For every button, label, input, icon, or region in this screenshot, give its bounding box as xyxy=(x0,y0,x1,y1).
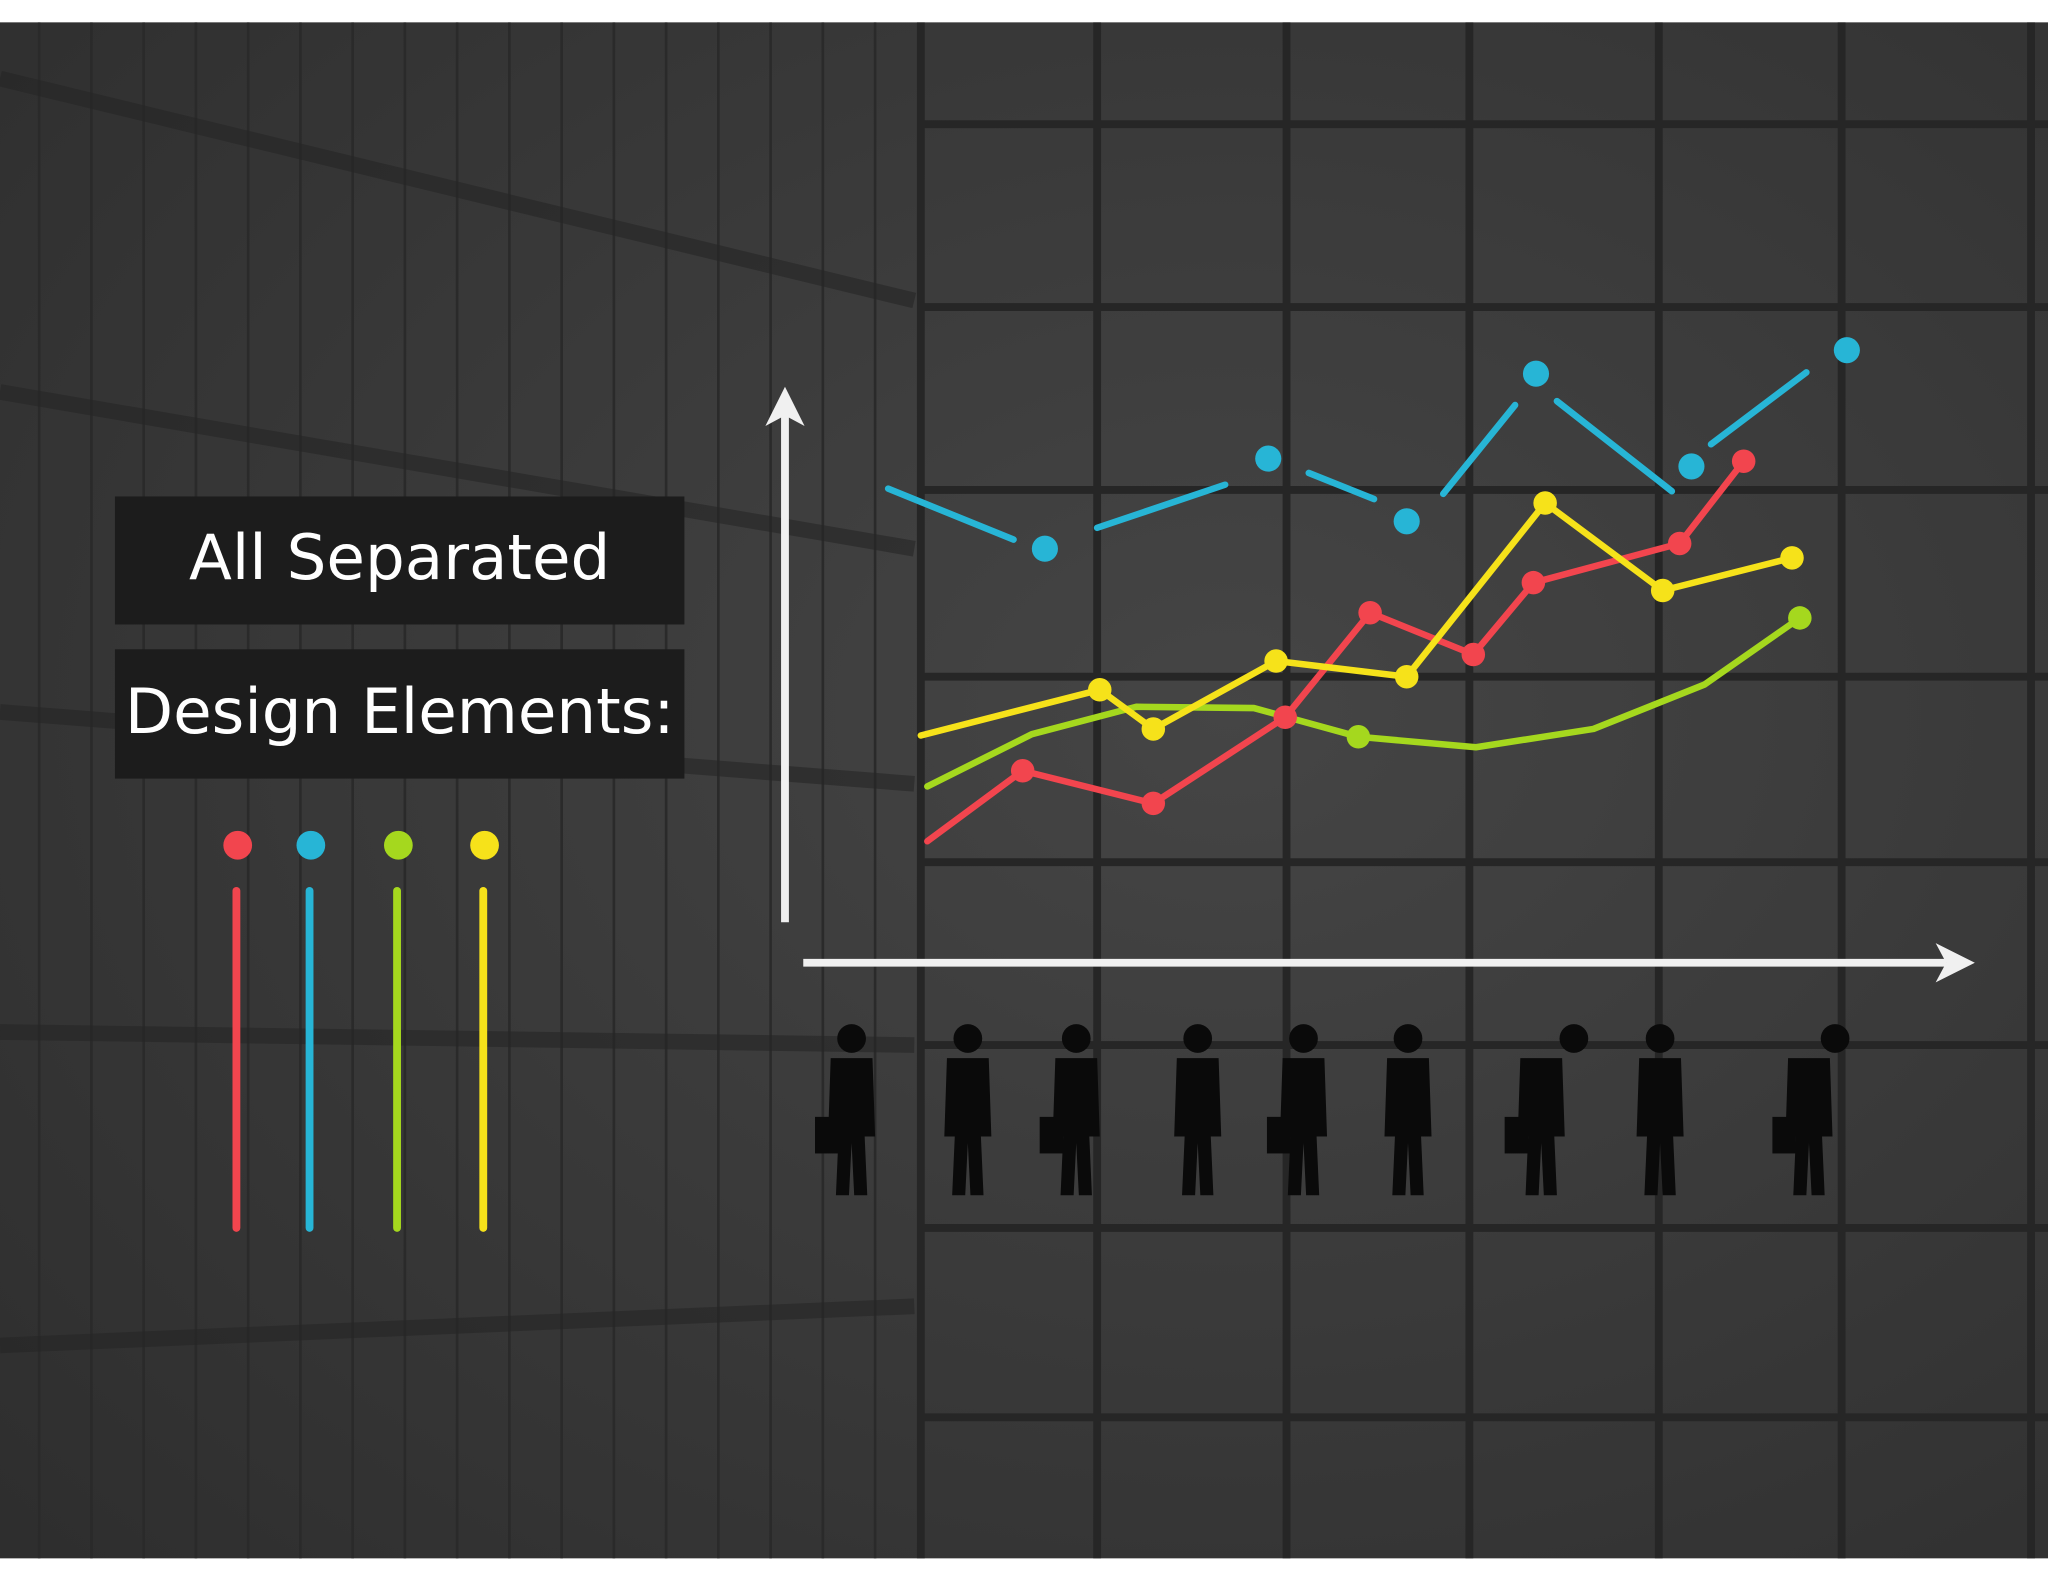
silhouette-head xyxy=(1183,1024,1213,1053)
deco-dot xyxy=(1394,664,1419,689)
wall-line xyxy=(0,1024,915,1053)
silhouette-head xyxy=(1645,1024,1675,1053)
deco-dot xyxy=(1264,649,1288,673)
legend-dot xyxy=(384,830,413,860)
arrow-head xyxy=(765,386,805,426)
deco-dot xyxy=(1346,725,1371,749)
deco-dot xyxy=(1731,449,1756,473)
silhouette-body xyxy=(1517,1058,1565,1196)
silhouette-body xyxy=(1384,1058,1432,1196)
deco-dot xyxy=(1358,600,1382,625)
deco-dot xyxy=(1833,337,1860,364)
silhouette-body xyxy=(1280,1058,1328,1196)
deco-dot xyxy=(1010,759,1035,783)
deco-dot xyxy=(1141,791,1166,816)
deco-dot xyxy=(1141,717,1166,741)
deco-dot xyxy=(1521,570,1546,595)
deco-dot xyxy=(1393,508,1420,535)
title-line: Design Elements: xyxy=(125,675,675,748)
background xyxy=(0,22,2048,1559)
silhouette-bag xyxy=(1504,1116,1529,1154)
silhouette-body xyxy=(828,1058,876,1196)
legend xyxy=(223,830,499,1232)
deco-dot xyxy=(1780,546,1804,570)
silhouette-head xyxy=(953,1024,983,1053)
grid xyxy=(0,22,2048,1559)
deco-line xyxy=(884,485,1017,543)
silhouette-head xyxy=(1393,1024,1423,1053)
deco-line xyxy=(1707,369,1810,448)
silhouette-head xyxy=(1559,1024,1589,1053)
silhouette-head xyxy=(1061,1024,1091,1053)
legend-dot xyxy=(223,830,253,860)
deco-line xyxy=(1440,401,1519,498)
wall-line xyxy=(0,384,916,557)
deco-dot xyxy=(1667,531,1692,556)
silhouette-body xyxy=(1785,1058,1833,1196)
silhouette-bag xyxy=(1772,1116,1796,1154)
silhouette-head xyxy=(837,1024,866,1053)
silhouettes xyxy=(815,1024,1850,1196)
silhouette-bag xyxy=(1266,1116,1291,1154)
title-box xyxy=(114,496,685,625)
silhouette-body xyxy=(1636,1058,1684,1196)
wall-line xyxy=(0,1298,915,1354)
silhouette-bag xyxy=(815,1116,839,1154)
deco-dot xyxy=(1461,642,1486,667)
deco-dot xyxy=(1088,678,1112,702)
deco-dot xyxy=(1522,360,1550,387)
silhouette-bag xyxy=(1039,1116,1064,1154)
silhouette-head xyxy=(1820,1024,1850,1053)
deco-dot xyxy=(1650,578,1675,603)
wall-line xyxy=(0,70,917,309)
legend-dot xyxy=(296,830,326,860)
legend-dot xyxy=(470,830,499,860)
deco-dot xyxy=(1678,453,1705,480)
deco-line xyxy=(1305,469,1378,503)
deco-line xyxy=(1093,481,1229,532)
deco-dot xyxy=(1788,606,1812,630)
chart-illustration xyxy=(765,337,1975,983)
deco-dot xyxy=(1533,491,1557,515)
title-box xyxy=(114,649,685,779)
arrow-head xyxy=(1935,943,1975,983)
deco-line xyxy=(1553,397,1676,495)
title-line: All Separated xyxy=(189,521,610,594)
silhouette-body xyxy=(1174,1058,1222,1196)
deco-dot xyxy=(1273,705,1297,729)
silhouette-head xyxy=(1289,1024,1318,1053)
deco-dot xyxy=(1255,445,1282,472)
deco-dot xyxy=(1031,535,1058,562)
silhouette-body xyxy=(944,1058,992,1196)
silhouette-body xyxy=(1052,1058,1100,1196)
